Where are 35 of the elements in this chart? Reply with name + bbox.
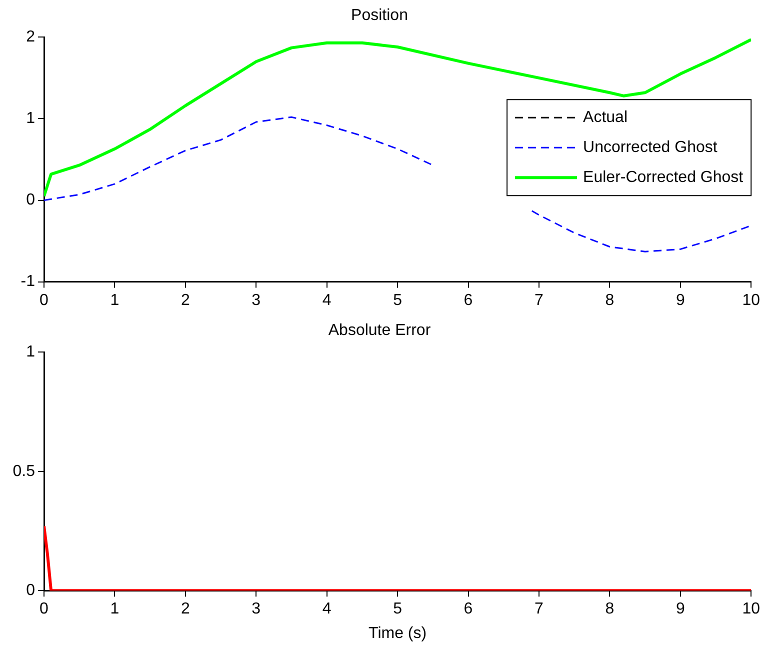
y-tick-label: -1 <box>20 273 36 290</box>
x-tick-label: 9 <box>676 600 685 618</box>
y-tick-label: 0 <box>26 192 36 209</box>
x-tick-label: 3 <box>252 292 261 309</box>
x-tick-label: 1 <box>110 292 120 309</box>
legend-label: Euler-Corrected Ghost <box>583 168 744 186</box>
y-tick-label: 1 <box>26 344 36 361</box>
x-tick-label: 8 <box>605 292 614 309</box>
x-tick-label: 7 <box>534 600 544 618</box>
x-tick-label: 5 <box>393 600 402 618</box>
legend-label: Actual <box>583 108 628 126</box>
x-tick-label: 4 <box>322 600 332 618</box>
y-tick-label: 2 <box>26 28 36 46</box>
x-tick-label: 0 <box>40 600 49 618</box>
x-tick-label: 8 <box>605 600 614 618</box>
x-tick-label: 7 <box>534 292 544 309</box>
y-tick-label: 0.5 <box>12 462 36 480</box>
x-tick-label: 10 <box>742 600 760 618</box>
x-axis-title: Time (s) <box>368 624 427 642</box>
chart-title: Position <box>351 7 408 24</box>
x-tick-label: 5 <box>393 292 402 309</box>
y-tick-label: 0 <box>26 582 36 600</box>
x-tick-label: 10 <box>742 292 760 309</box>
x-tick-label: 2 <box>180 292 190 309</box>
x-tick-label: 2 <box>180 600 190 618</box>
x-tick-label: 6 <box>464 292 473 309</box>
y-tick-label: 1 <box>26 110 36 128</box>
x-tick-label: 1 <box>110 600 120 618</box>
x-tick-label: 6 <box>464 600 473 618</box>
chart-title: Absolute Error <box>328 322 432 340</box>
legend-label: Uncorrected Ghost <box>583 138 718 156</box>
x-tick-label: 4 <box>322 292 332 309</box>
x-tick-label: 9 <box>676 292 685 309</box>
x-tick-label: 0 <box>40 292 49 309</box>
x-tick-label: 3 <box>252 600 261 618</box>
